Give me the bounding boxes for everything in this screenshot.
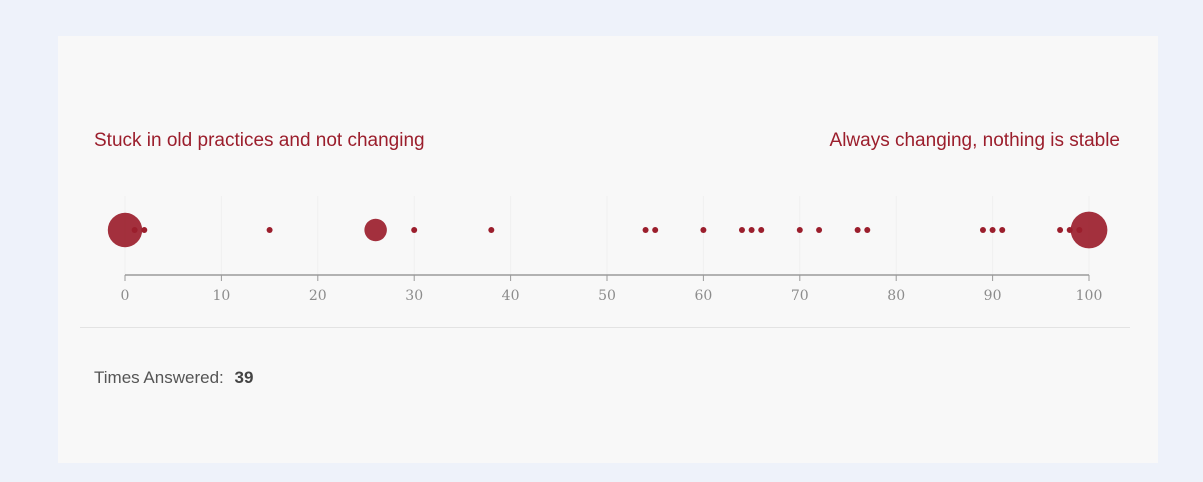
response-dot: [864, 227, 871, 233]
response-dot: [796, 227, 803, 233]
scale-question-card: Stuck in old practices and not changing …: [58, 36, 1158, 463]
response-dot: [107, 212, 143, 248]
scale-left-label: Stuck in old practices and not changing: [94, 130, 425, 151]
response-dot: [1057, 227, 1064, 233]
response-dot: [748, 227, 755, 233]
x-axis-tick-label: 100: [1076, 288, 1103, 304]
x-axis-tick-label: 30: [405, 288, 423, 304]
response-dot: [266, 227, 273, 233]
response-dot: [854, 227, 861, 233]
times-answered: Times Answered: 39: [94, 368, 253, 388]
x-axis-tick-label: 20: [309, 288, 327, 304]
x-axis-tick-label: 10: [212, 288, 230, 304]
response-dot: [652, 227, 659, 233]
response-dot: [999, 227, 1006, 233]
response-dot: [411, 227, 418, 233]
x-axis-tick-label: 90: [984, 288, 1002, 304]
x-axis-tick-label: 50: [598, 288, 616, 304]
scale-right-label: Always changing, nothing is stable: [829, 130, 1120, 151]
response-dot: [816, 227, 823, 233]
response-dot: [141, 227, 148, 233]
divider: [80, 327, 1130, 328]
response-dot: [488, 227, 495, 233]
response-dot: [758, 227, 765, 233]
x-axis-tick-label: 80: [887, 288, 905, 304]
response-dot: [700, 227, 707, 233]
response-dot: [1066, 227, 1073, 233]
x-axis-tick-label: 0: [121, 288, 130, 304]
response-dot: [989, 227, 996, 233]
x-axis-tick-label: 40: [502, 288, 520, 304]
response-dot: [1070, 211, 1108, 249]
times-answered-count: 39: [234, 368, 254, 387]
x-axis-tick-label: 60: [694, 288, 712, 304]
response-dot: [131, 227, 138, 233]
response-dot: [979, 227, 986, 233]
response-dot: [364, 218, 387, 242]
response-dot: [1076, 227, 1083, 233]
response-scale-chart: 0 10 20 30 40 50 60 70 80 90 100: [107, 196, 1108, 304]
response-dot: [738, 227, 745, 233]
x-axis-tick-label: 70: [791, 288, 809, 304]
response-dot: [642, 227, 649, 233]
times-answered-label: Times Answered:: [94, 368, 224, 387]
